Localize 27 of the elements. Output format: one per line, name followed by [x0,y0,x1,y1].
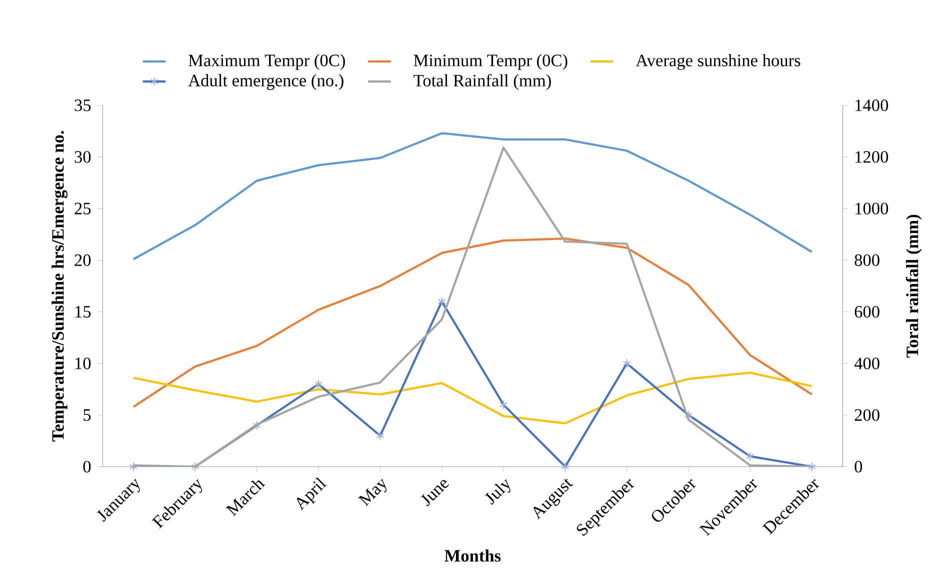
y2-tick-label: 1400 [856,99,888,112]
y-tick-label: 15 [75,306,91,318]
legend-label: Total Rainfall (mm) [414,74,551,90]
x-tick-label: July [484,479,510,505]
y2-tick-label: 800 [854,254,880,266]
y-tick-label: 30 [74,151,91,163]
y2-tick-label: 600 [854,306,880,318]
y-tick-label: 0 [83,460,91,473]
y-tick-label: 25 [74,202,91,214]
y-tick-label: 20 [74,254,91,266]
legend-label: Average sunshine hours [636,54,800,70]
y2-tick-label: 1200 [856,151,888,163]
y-tick-label: 35 [74,100,91,112]
y-axis-title: Temperature/Sunshine hrs/Emergence no. [52,130,68,442]
legend-label: Adult emergence (no.) [188,74,344,90]
x-axis-title: Months [444,549,501,562]
y2-tick-label: 0 [854,460,862,473]
legend-label: Minimum Tempr (0C) [414,54,568,70]
x-tick-label: May [358,478,387,506]
y2-axis-title: Toral rainfall (mm) [906,214,922,358]
y-tick-label: 5 [84,409,91,421]
y2-tick-label: 1000 [856,202,888,214]
y-tick-label: 10 [75,358,91,370]
y2-tick-label: 400 [854,358,880,370]
legend-label: Maximum Tempr (0C) [188,54,345,70]
x-tick-label: June [420,480,449,506]
y2-tick-label: 200 [854,409,880,421]
